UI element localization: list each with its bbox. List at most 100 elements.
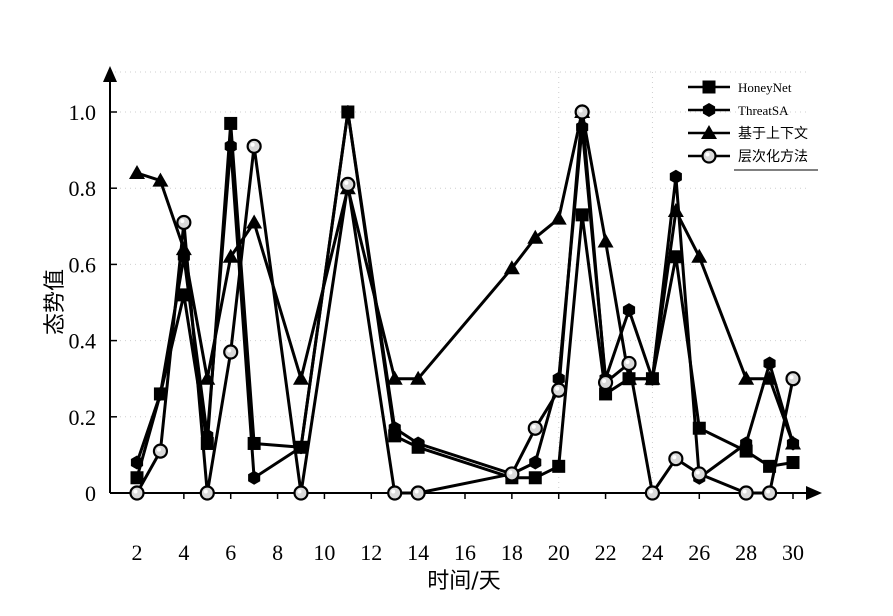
data-point [152,172,169,187]
x-tick-label: 24 [641,540,663,565]
x-tick-label: 10 [313,540,335,565]
data-point [667,203,684,218]
x-tick-label: 18 [501,540,523,565]
x-tick-label: 16 [454,540,476,565]
data-point [738,370,755,385]
tick-labels: 2 4 6 8 10 12 14 16 18 20 22 24 26 28 3000.20.40.60.81… [69,100,805,565]
y-axis-arrow [103,66,117,82]
data-point [528,471,542,485]
data-point [293,485,309,501]
legend-label: 层次化方法 [738,149,808,165]
marker-highlight [602,379,607,384]
marker-ring [668,451,684,467]
x-tick-label: 6 [225,540,236,565]
series-line [136,110,795,445]
x-tick-label: 8 [272,540,283,565]
legend-item: ThreatSA [688,103,789,118]
data-point [152,443,169,459]
marker-ring [644,485,661,501]
marker-ring [761,485,778,501]
legend-label: 基于上下文 [738,125,808,142]
data-point [740,436,753,451]
legend-label: ThreatSA [738,103,789,118]
y-tick-label: 0.8 [69,176,97,201]
data-point [294,440,308,455]
data-point [551,382,567,398]
data-point [129,164,145,179]
marker-highlight [555,386,560,391]
data-point [763,356,776,371]
marker-highlight [531,424,536,429]
marker-highlight [508,470,513,475]
marker-highlight [766,489,771,494]
x-tick-label: 26 [688,540,710,565]
marker-highlight [250,142,255,147]
series-lines [129,104,801,501]
data-point [691,466,707,482]
y-tick-label: 1.0 [69,100,97,125]
marker-highlight [414,489,419,494]
marker-ring [410,485,426,501]
legend-label: HoneyNet [738,80,792,95]
y-tick-label: 0 [85,481,96,506]
data-point [340,176,356,192]
data-point [175,241,192,256]
marker-highlight [789,375,794,380]
series-line [135,110,795,495]
marker-highlight [203,489,208,494]
marker-ring [701,148,717,164]
data-point [669,169,682,184]
marker-highlight [227,348,232,353]
marker-highlight [648,489,653,494]
x-tick-label: 20 [548,540,570,565]
marker-ring [152,443,169,459]
data-point [785,371,801,387]
data-point [738,485,754,501]
data-point [412,436,425,451]
data-point [527,420,543,436]
marker-highlight [625,359,630,364]
marker-ring [785,371,801,387]
series-circle [129,104,801,501]
data-point [130,455,144,470]
data-point [154,386,167,401]
x-tick-label: 2 [132,540,143,565]
y-tick-label: 0.2 [69,405,97,430]
data-point [763,459,777,473]
data-point [129,485,145,501]
marker-ring [504,466,520,482]
data-point [529,455,542,470]
x-tick-label: 30 [782,540,804,565]
marker-highlight [156,447,161,452]
legend-item: 基于上下文 [688,125,808,142]
legend-item: 层次化方法 [688,148,808,165]
y-axis-title: 态势值 [43,269,68,335]
data-point [130,471,144,485]
marker-highlight [344,180,349,185]
y-tick-label: 0.4 [69,329,97,354]
data-point [761,370,778,385]
marker-highlight [695,470,700,475]
data-point [199,370,216,385]
data-point [199,485,215,501]
x-tick-label: 22 [595,540,617,565]
marker-ring [527,420,543,436]
marker-ring [738,485,754,501]
data-point [387,485,403,501]
data-point [622,303,636,318]
series-line [135,110,795,480]
legend-marker [702,103,716,117]
data-point [201,428,214,443]
data-point [552,459,566,473]
marker-ring [129,485,145,501]
data-point [574,104,590,120]
marker-highlight [705,152,710,157]
marker-ring [223,344,239,360]
legend-marker [701,125,717,139]
data-point [388,421,401,436]
marker-ring [691,466,707,482]
marker-ring [621,355,637,372]
marker-ring [293,485,309,501]
marker-highlight [672,455,677,460]
